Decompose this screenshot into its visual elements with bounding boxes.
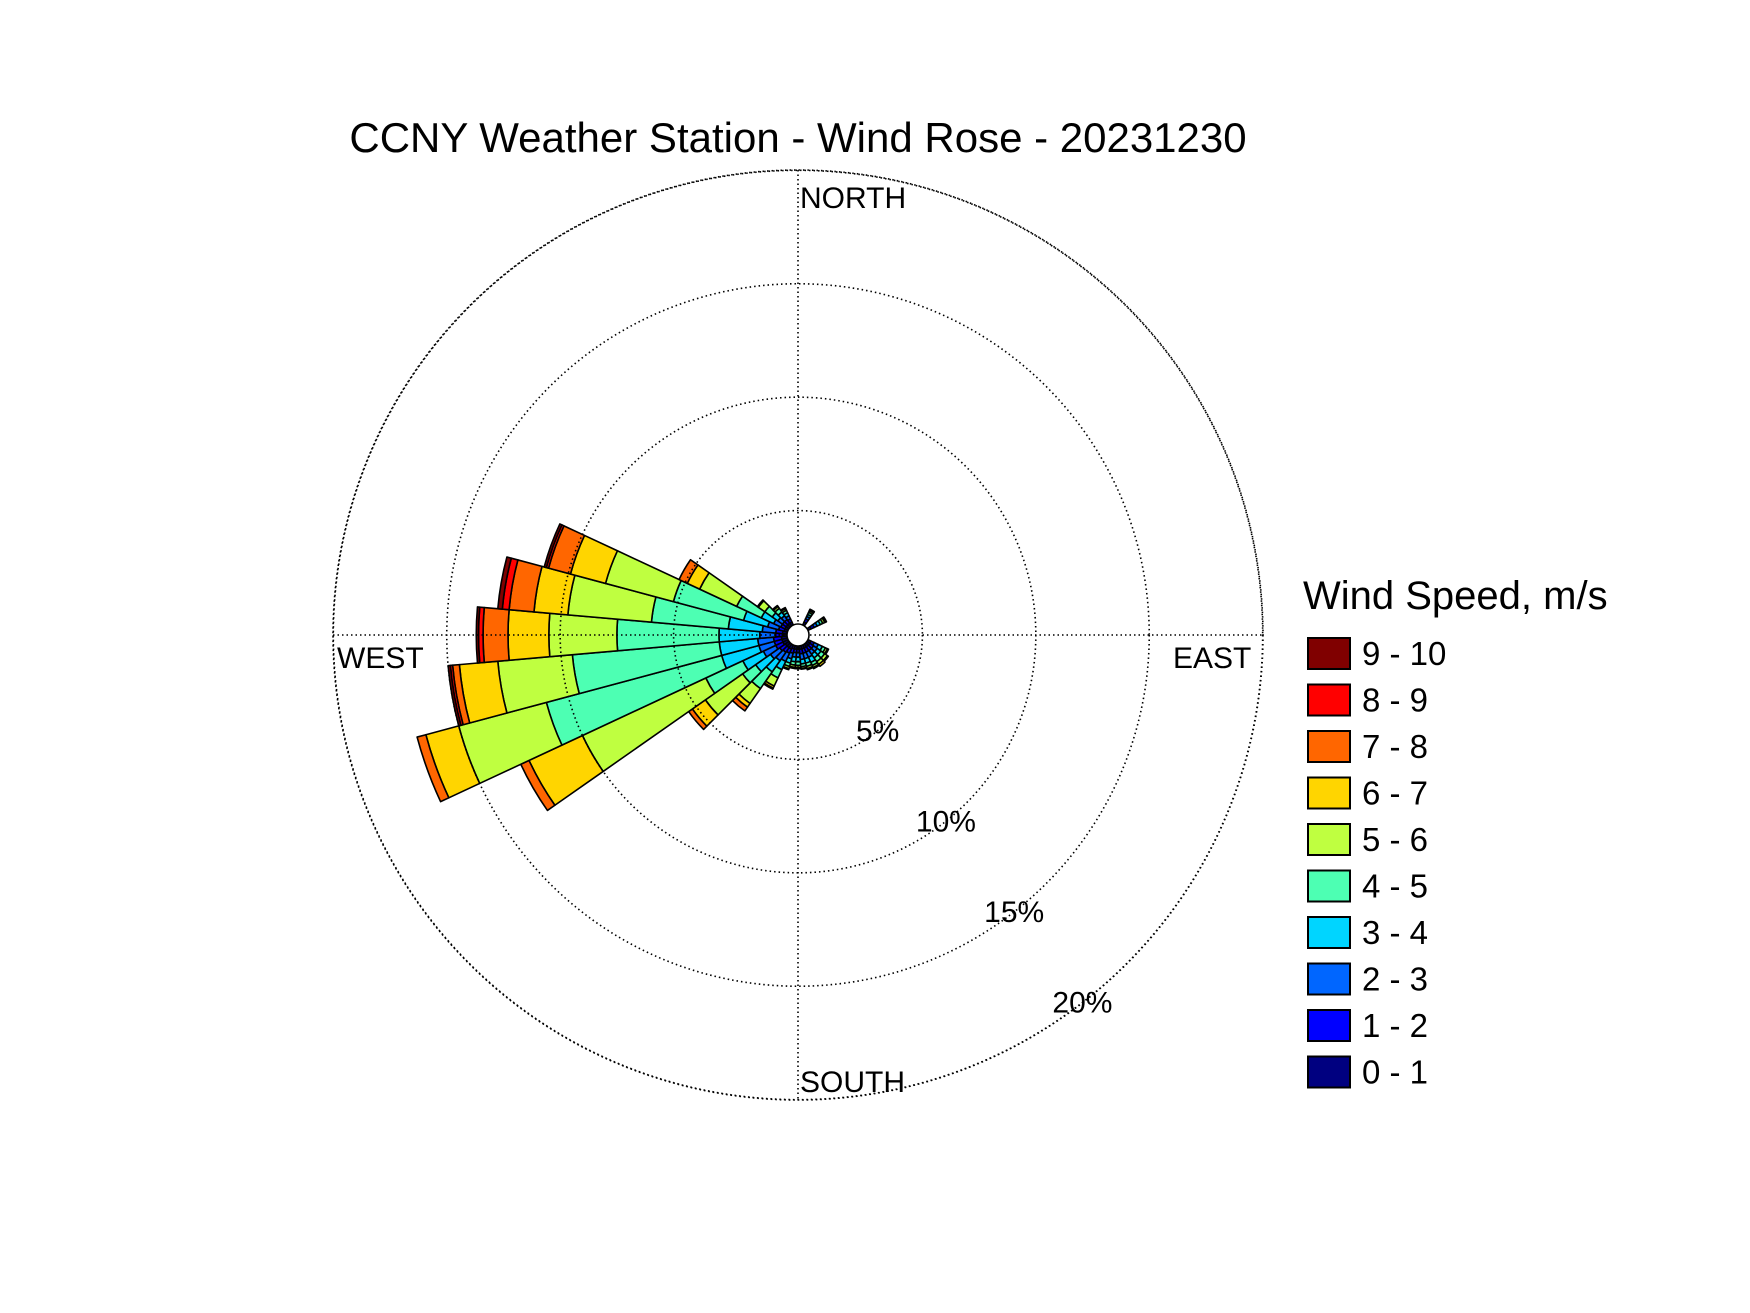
wedge-160deg-6-7 [806, 665, 814, 671]
wedge-300deg-7-8 [678, 558, 699, 585]
north-label: NORTH [800, 182, 906, 215]
ring-label-20: 20% [1052, 986, 1112, 1019]
legend-label-3-4: 3 - 4 [1362, 914, 1428, 951]
legend-swatch-2-3 [1307, 962, 1351, 996]
wedge-320deg-6-7 [771, 604, 779, 612]
legend-label-2-3: 2 - 3 [1362, 961, 1428, 998]
legend-swatch-8-9 [1307, 683, 1351, 717]
ring-label-10: 10% [916, 805, 976, 838]
legend-items: 9 - 10 8 - 9 7 - 8 6 - 7 5 - 6 4 - 5 3 - 4 2 - … [1307, 635, 1446, 1091]
wedge-280deg-9-10 [497, 556, 513, 610]
legend-swatch-9-10 [1307, 637, 1351, 670]
ring-5 [672, 509, 924, 761]
wedge-290deg-9-10 [543, 523, 563, 569]
legend-title: Wind Speed, m/s [1303, 574, 1608, 618]
legend-label-5-6: 5 - 6 [1362, 821, 1428, 858]
legend-label-8-9: 8 - 9 [1362, 682, 1428, 719]
wind-rose-wedges [416, 523, 830, 812]
legend-swatch-1-2 [1307, 1009, 1351, 1042]
legend-label-6-7: 6 - 7 [1362, 775, 1428, 812]
chart-title: CCNY Weather Station - Wind Rose - 20231… [349, 114, 1246, 161]
east-label: EAST [1173, 642, 1251, 675]
wedge-150deg-6-7 [812, 663, 821, 670]
legend-label-1-2: 1 - 2 [1362, 1007, 1428, 1044]
ring-label-5: 5% [856, 715, 899, 748]
wedge-60deg-7-8 [822, 616, 828, 623]
ring-labels: 5% 10% 15% 20% [856, 715, 1112, 1020]
wedge-310deg-6-7 [756, 599, 765, 609]
legend-label-4-5: 4 - 5 [1362, 868, 1428, 905]
legend-label-9-10: 9 - 10 [1362, 635, 1446, 672]
ring-label-15: 15% [984, 896, 1044, 929]
legend-label-0-1: 0 - 1 [1362, 1054, 1428, 1091]
legend-swatch-6-7 [1307, 776, 1351, 810]
south-label: SOUTH [800, 1066, 905, 1099]
legend-swatch-4-5 [1307, 869, 1351, 903]
legend-swatch-7-8 [1307, 730, 1351, 763]
wedge-140deg-6-7 [817, 659, 826, 668]
wedge-330deg-6-7 [779, 606, 787, 612]
wedge-30deg-7-8 [808, 608, 816, 614]
wedge-170deg-6-7 [800, 666, 808, 671]
legend-label-7-8: 7 - 8 [1362, 728, 1428, 765]
legend-swatch-5-6 [1307, 823, 1351, 856]
legend: Wind Speed, m/s 9 - 10 8 - 9 7 - 8 6 - 7 5 -… [1303, 574, 1608, 1091]
outer-ring [332, 169, 1264, 1101]
legend-swatch-3-4 [1307, 916, 1351, 949]
west-label: WEST [337, 642, 424, 675]
legend-swatch-0-1 [1307, 1055, 1351, 1089]
calm-center [786, 623, 810, 647]
wedge-250deg-7-8 [416, 733, 450, 803]
